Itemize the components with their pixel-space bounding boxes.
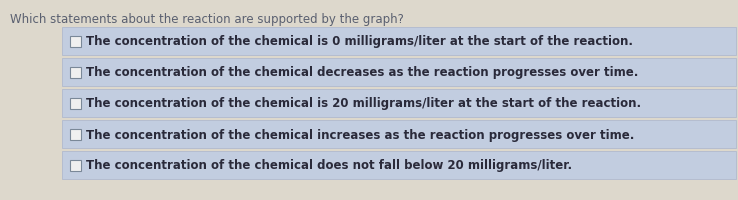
Bar bbox=[70, 67, 81, 78]
Bar bbox=[62, 28, 736, 56]
Bar bbox=[62, 59, 736, 87]
Text: Which statements about the reaction are supported by the graph?: Which statements about the reaction are … bbox=[10, 13, 404, 26]
Bar bbox=[62, 90, 736, 117]
Bar bbox=[70, 129, 81, 140]
Text: The concentration of the chemical is 20 milligrams/liter at the start of the rea: The concentration of the chemical is 20 … bbox=[86, 97, 641, 110]
Bar bbox=[70, 36, 81, 47]
Text: The concentration of the chemical does not fall below 20 milligrams/liter.: The concentration of the chemical does n… bbox=[86, 159, 572, 172]
Text: The concentration of the chemical decreases as the reaction progresses over time: The concentration of the chemical decrea… bbox=[86, 66, 638, 79]
Bar bbox=[70, 160, 81, 171]
Text: The concentration of the chemical is 0 milligrams/liter at the start of the reac: The concentration of the chemical is 0 m… bbox=[86, 35, 633, 48]
Bar bbox=[62, 120, 736, 148]
Bar bbox=[70, 98, 81, 109]
Text: The concentration of the chemical increases as the reaction progresses over time: The concentration of the chemical increa… bbox=[86, 128, 635, 141]
Bar bbox=[62, 151, 736, 179]
